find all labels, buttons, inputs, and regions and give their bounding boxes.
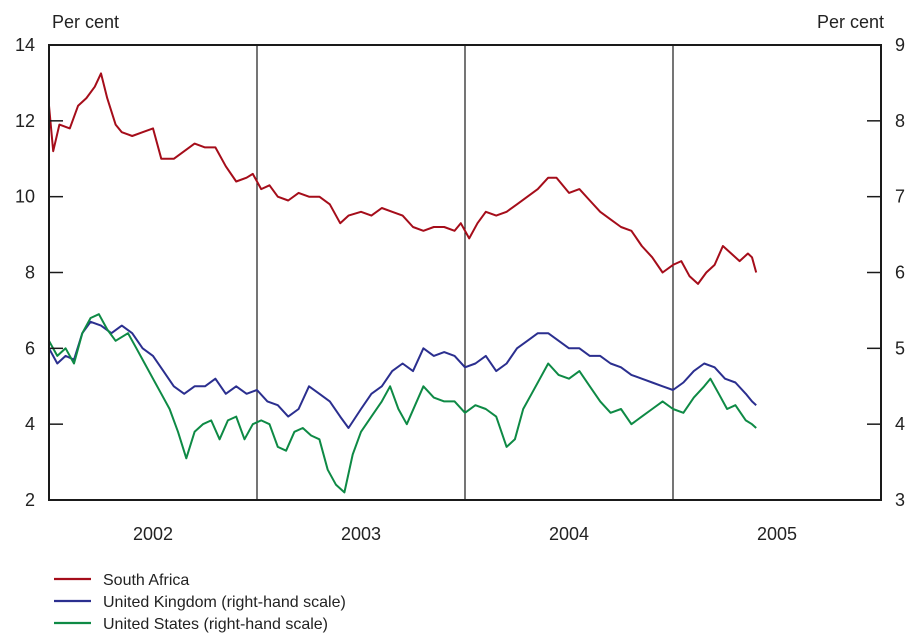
right-axis-tick-label: 8 — [895, 111, 905, 131]
legend-label: United Kingdom (right-hand scale) — [103, 594, 346, 611]
left-axis-tick-label: 8 — [25, 263, 35, 283]
left-axis-tick-label: 10 — [15, 187, 35, 207]
left-axis-tick-label: 2 — [25, 490, 35, 510]
x-axis-tick-label: 2003 — [341, 524, 381, 544]
right-axis-tick-label: 3 — [895, 490, 905, 510]
x-axis-tick-label: 2005 — [757, 524, 797, 544]
x-axis-tick-label: 2004 — [549, 524, 589, 544]
left-axis-tick-label: 12 — [15, 111, 35, 131]
series-line-united-states — [48, 313, 757, 494]
right-axis-tick-label: 6 — [895, 263, 905, 283]
right-axis-tick-label: 5 — [895, 338, 905, 358]
right-axis-tick-label: 4 — [895, 414, 905, 434]
legend-label: South Africa — [103, 572, 189, 589]
series-line-south-africa — [48, 72, 758, 285]
legend: South Africa United Kingdom (right-hand s… — [54, 572, 346, 633]
left-axis-unit-label: Per cent — [52, 12, 119, 32]
right-axis-unit-label: Per cent — [817, 12, 884, 32]
right-axis-tick-label: 9 — [895, 35, 905, 55]
plot-area: 2 4 6 8 10 12 14 3 4 5 6 7 8 9 2002 2003 2004 2005 — [15, 35, 905, 544]
left-axis-tick-label: 6 — [25, 338, 35, 358]
series-line-united-kingdom — [48, 320, 757, 429]
x-axis-tick-label: 2002 — [133, 524, 173, 544]
legend-label: United States (right-hand scale) — [103, 616, 328, 633]
left-axis-tick-label: 4 — [25, 414, 35, 434]
left-axis-tick-label: 14 — [15, 35, 35, 55]
right-axis-tick-label: 7 — [895, 187, 905, 207]
